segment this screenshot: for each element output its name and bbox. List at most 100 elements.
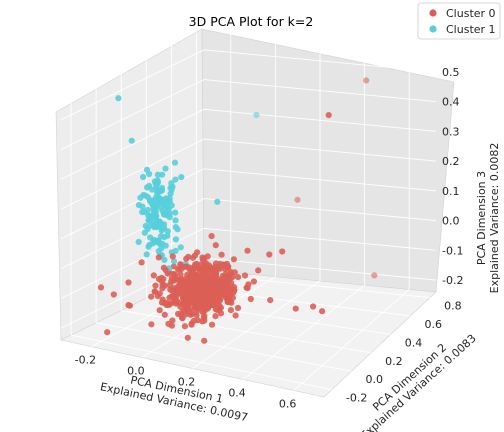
cluster-0-point (193, 276, 200, 283)
cluster-0-point (170, 263, 177, 270)
z-axis-ticks: -0.2 -0.1 0.0 0.1 0.2 0.3 0.4 0.5 (442, 66, 463, 287)
cluster-1-point (154, 179, 162, 186)
cluster-0-point (214, 280, 222, 287)
cluster-0-point (159, 296, 166, 303)
cluster-0-point (156, 290, 163, 297)
cluster-0-point (244, 284, 251, 292)
cluster-0-point (201, 317, 208, 324)
cluster-0-point (214, 307, 221, 314)
cluster-1-point (149, 240, 156, 247)
cluster-0-point (222, 294, 230, 301)
cluster-1-point (162, 165, 169, 172)
cluster-0-point (184, 303, 192, 310)
cluster-0-point (235, 274, 242, 281)
cluster-1-point (157, 241, 164, 248)
x-axis-ticks: -0.2 0.0 0.2 0.4 0.6 (75, 354, 297, 411)
cluster-1-point (148, 213, 155, 220)
legend-label-cluster-0: Cluster 0 (446, 7, 496, 20)
cluster-0-point (184, 334, 191, 341)
grid-lines (60, 31, 437, 391)
cluster-0-point (325, 112, 332, 119)
cluster-1-point (174, 226, 181, 233)
cluster-1-point (253, 111, 260, 119)
cluster-1-point (154, 171, 161, 178)
cluster-0-point (198, 285, 205, 293)
y-tick-label: -0.2 (346, 392, 367, 405)
y-gridline (96, 322, 352, 372)
cluster-1-point (171, 159, 179, 166)
cluster-0-point (224, 264, 231, 271)
z-tick-label: 0.2 (442, 155, 460, 168)
z-gridline (60, 108, 437, 180)
z-gridline (60, 79, 437, 150)
legend-marker-cluster-1 (429, 25, 437, 33)
cluster-0-point (319, 308, 326, 315)
cluster-1-point (168, 202, 175, 209)
cluster-0-point (294, 196, 301, 203)
cluster-1-point (145, 217, 152, 224)
cluster-1-point (135, 202, 142, 209)
cluster-0-point (183, 255, 190, 262)
cluster-0-point (173, 290, 180, 297)
cluster-1-point (141, 229, 148, 236)
cluster-0-point (292, 305, 299, 312)
cluster-0-point (199, 300, 206, 307)
cluster-0-point (148, 293, 155, 300)
cluster-1-point (128, 137, 135, 144)
cluster-0-point (170, 285, 177, 292)
cluster-0-point (208, 321, 216, 328)
cluster-1-point (158, 187, 165, 194)
cluster-0-point (224, 273, 231, 280)
cluster-0-point (155, 276, 163, 283)
z-tick-label: 0.1 (442, 185, 460, 198)
cluster-0-point (201, 337, 208, 344)
y-gridline (70, 334, 332, 391)
cluster-0-point (193, 312, 200, 319)
cluster-0-point (176, 265, 183, 272)
cluster-1-point (155, 248, 162, 255)
cluster-0-point (125, 279, 132, 286)
z-axis-label: PCA Dimension 3 (475, 171, 488, 265)
cluster-1-point (147, 234, 154, 241)
cluster-0-point (97, 284, 105, 291)
cluster-0-point (230, 256, 237, 263)
cluster-0-point (208, 233, 215, 240)
cluster-0-point (229, 274, 236, 281)
chart-title: 3D PCA Plot for k=2 (189, 14, 314, 29)
x-tick-label: 0.2 (178, 376, 196, 389)
cluster-0-point (212, 268, 219, 275)
cluster-0-point (217, 265, 224, 272)
cluster-1-point (135, 238, 142, 246)
cluster-1-point (161, 234, 168, 241)
cluster-0-point (168, 322, 175, 329)
cluster-1-point (142, 222, 149, 230)
cluster-1-point (140, 173, 147, 181)
cluster-0-point (188, 320, 195, 327)
cluster-0-point (215, 293, 223, 301)
cluster-1-point (143, 166, 151, 173)
cluster-0-point (156, 307, 163, 314)
cluster-0-point (171, 271, 178, 278)
cluster-1-point (214, 198, 221, 205)
cluster-0-point (170, 299, 177, 306)
cluster-1-point (162, 211, 169, 218)
y-tick-label: 0.6 (424, 318, 442, 331)
cluster-0-point (182, 276, 189, 283)
x-gridline (192, 280, 321, 369)
back-pane-right (201, 28, 455, 293)
cluster-1-point (147, 222, 154, 229)
cluster-0-point (211, 298, 218, 305)
cluster-0-point (165, 301, 172, 308)
cluster-0-point (126, 302, 133, 309)
y-tick-label: 0.8 (444, 300, 462, 313)
cluster-0-point (208, 302, 215, 309)
cluster-0-point (190, 292, 197, 299)
cluster-0-point (169, 253, 176, 260)
cluster-0-point (181, 323, 188, 330)
legend-box (417, 2, 501, 40)
cluster-0-point (188, 285, 195, 293)
cluster-0-point (192, 304, 199, 311)
cluster-0-point (247, 295, 254, 303)
y-tick-label: 0.0 (366, 373, 384, 386)
